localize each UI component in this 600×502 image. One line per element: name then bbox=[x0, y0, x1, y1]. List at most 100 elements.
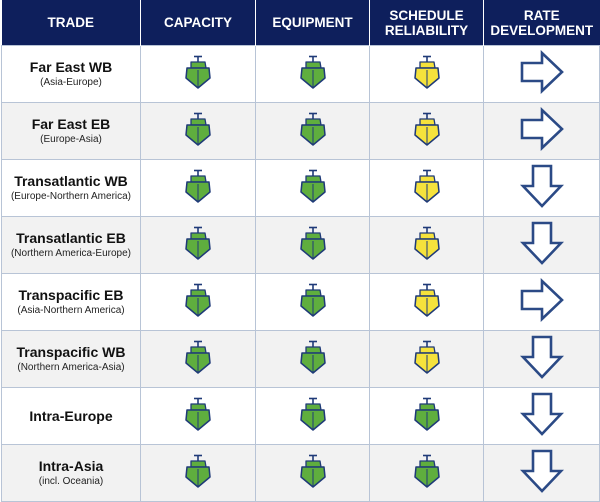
rate-development-cell bbox=[483, 387, 600, 445]
trade-cell: Transatlantic WB (Europe-Northern America… bbox=[1, 159, 141, 217]
ship-yellow-icon bbox=[413, 169, 441, 208]
capacity-cell bbox=[140, 444, 256, 502]
capacity-cell bbox=[140, 387, 256, 445]
schedule-reliability-cell bbox=[369, 387, 484, 445]
header-rate-line2: DEVELOPMENT bbox=[490, 22, 594, 38]
table-row: Far East EB (Europe-Asia) bbox=[1, 102, 600, 160]
arrow-right-icon bbox=[520, 106, 564, 155]
trade-name: Transpacific WB bbox=[16, 344, 126, 360]
ship-green-icon bbox=[299, 169, 327, 208]
trade-name: Transpacific EB bbox=[18, 287, 124, 303]
ship-green-icon bbox=[184, 397, 212, 436]
trade-name: Transatlantic EB bbox=[16, 230, 126, 246]
ship-green-icon bbox=[299, 55, 327, 94]
ship-green-icon bbox=[299, 226, 327, 265]
rate-development-cell bbox=[483, 159, 600, 217]
schedule-reliability-cell bbox=[369, 444, 484, 502]
header-equipment: EQUIPMENT bbox=[255, 0, 370, 46]
ship-yellow-icon bbox=[413, 55, 441, 94]
capacity-cell bbox=[140, 330, 256, 388]
trade-name: Far East WB bbox=[29, 59, 113, 75]
ship-green-icon bbox=[413, 454, 441, 493]
arrow-right-icon bbox=[520, 277, 564, 326]
ship-green-icon bbox=[299, 112, 327, 151]
rate-development-cell bbox=[483, 45, 600, 103]
rate-development-cell bbox=[483, 273, 600, 331]
schedule-reliability-cell bbox=[369, 45, 484, 103]
arrow-right-icon bbox=[520, 49, 564, 98]
equipment-cell bbox=[255, 102, 370, 160]
table-row: Far East WB (Asia-Europe) bbox=[1, 45, 600, 103]
ship-green-icon bbox=[184, 169, 212, 208]
capacity-cell bbox=[140, 273, 256, 331]
trade-cell: Intra-Europe bbox=[1, 387, 141, 445]
ship-yellow-icon bbox=[413, 283, 441, 322]
equipment-cell bbox=[255, 330, 370, 388]
trade-cell: Intra-Asia (incl. Oceania) bbox=[1, 444, 141, 502]
trade-region: (Northern America-Asia) bbox=[17, 362, 125, 373]
equipment-cell bbox=[255, 444, 370, 502]
rate-development-cell bbox=[483, 216, 600, 274]
table-row: Transatlantic EB (Northern America-Europe… bbox=[1, 216, 600, 274]
table-row: Transatlantic WB (Europe-Northern America… bbox=[1, 159, 600, 217]
rate-development-cell bbox=[483, 444, 600, 502]
ship-green-icon bbox=[184, 112, 212, 151]
capacity-cell bbox=[140, 102, 256, 160]
ship-green-icon bbox=[184, 283, 212, 322]
schedule-reliability-cell bbox=[369, 159, 484, 217]
schedule-reliability-cell bbox=[369, 216, 484, 274]
rate-development-cell bbox=[483, 102, 600, 160]
arrow-down-icon bbox=[519, 449, 564, 497]
arrow-down-icon bbox=[519, 164, 564, 212]
ship-green-icon bbox=[184, 55, 212, 94]
ship-green-icon bbox=[184, 340, 212, 379]
trade-cell: Far East EB (Europe-Asia) bbox=[1, 102, 141, 160]
arrow-down-icon bbox=[519, 335, 564, 383]
capacity-cell bbox=[140, 216, 256, 274]
ship-yellow-icon bbox=[413, 112, 441, 151]
header-schedule-line1: SCHEDULE bbox=[389, 7, 464, 23]
trade-cell: Far East WB (Asia-Europe) bbox=[1, 45, 141, 103]
schedule-reliability-cell bbox=[369, 102, 484, 160]
ship-green-icon bbox=[299, 397, 327, 436]
trade-name: Transatlantic WB bbox=[14, 173, 128, 189]
header-trade: TRADE bbox=[1, 0, 141, 46]
table-row: Transpacific EB (Asia-Northern America) bbox=[1, 273, 600, 331]
equipment-cell bbox=[255, 387, 370, 445]
trade-region: (Asia-Europe) bbox=[40, 77, 102, 88]
trade-name: Far East EB bbox=[31, 116, 111, 132]
arrow-down-icon bbox=[519, 221, 564, 269]
table-row: Transpacific WB (Northern America-Asia) bbox=[1, 330, 600, 388]
ship-green-icon bbox=[184, 454, 212, 493]
ship-yellow-icon bbox=[413, 340, 441, 379]
rate-development-cell bbox=[483, 330, 600, 388]
header-rate-development: RATE DEVELOPMENT bbox=[483, 0, 600, 46]
trade-cell: Transpacific EB (Asia-Northern America) bbox=[1, 273, 141, 331]
trade-region: (Europe-Northern America) bbox=[10, 191, 132, 202]
trade-cell: Transpacific WB (Northern America-Asia) bbox=[1, 330, 141, 388]
ship-green-icon bbox=[299, 340, 327, 379]
schedule-reliability-cell bbox=[369, 330, 484, 388]
trade-cell: Transatlantic EB (Northern America-Europe… bbox=[1, 216, 141, 274]
trade-region: (Asia-Northern America) bbox=[17, 305, 125, 316]
table-body: Far East WB (Asia-Europe) Far East EB (Euro… bbox=[1, 45, 600, 502]
capacity-cell bbox=[140, 45, 256, 103]
trade-name: Intra-Europe bbox=[29, 408, 113, 424]
header-rate-line1: RATE bbox=[523, 7, 560, 23]
table-row: Intra-Europe bbox=[1, 387, 600, 445]
ship-green-icon bbox=[184, 226, 212, 265]
schedule-reliability-cell bbox=[369, 273, 484, 331]
equipment-cell bbox=[255, 159, 370, 217]
header-capacity: CAPACITY bbox=[140, 0, 256, 46]
trade-region: (incl. Oceania) bbox=[38, 476, 104, 487]
table-row: Intra-Asia (incl. Oceania) bbox=[1, 444, 600, 502]
ship-green-icon bbox=[299, 283, 327, 322]
header-schedule-reliability: SCHEDULE RELIABILITY bbox=[369, 0, 484, 46]
arrow-down-icon bbox=[519, 392, 564, 440]
trade-region: (Europe-Asia) bbox=[40, 134, 102, 145]
equipment-cell bbox=[255, 45, 370, 103]
equipment-cell bbox=[255, 273, 370, 331]
trade-region: (Northern America-Europe) bbox=[10, 248, 132, 259]
header-row: TRADE CAPACITY EQUIPMENT SCHEDULE RELIAB… bbox=[1, 0, 600, 46]
